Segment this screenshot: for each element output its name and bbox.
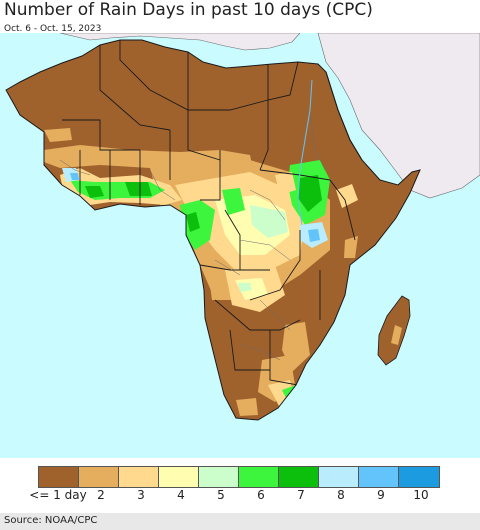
legend-label: 6 [257, 488, 265, 502]
legend-swatch [399, 467, 439, 487]
rain-days-map [0, 33, 480, 458]
legend-swatch [159, 467, 199, 487]
legend-swatch [319, 467, 359, 487]
legend-label: <= 1 day [29, 488, 87, 502]
legend-swatch [239, 467, 279, 487]
legend-label: 5 [217, 488, 225, 502]
legend-color-bar [38, 466, 440, 488]
legend-swatch [39, 467, 79, 487]
legend-swatch [79, 467, 119, 487]
footer: Source: NOAA/CPC [0, 513, 480, 530]
legend-label: 8 [337, 488, 345, 502]
legend-label: 3 [137, 488, 145, 502]
legend-swatch [279, 467, 319, 487]
legend: <= 1 day 2 3 4 5 6 7 8 9 10 [0, 458, 480, 513]
legend-label: 9 [377, 488, 385, 502]
legend-label: 4 [177, 488, 185, 502]
nile-river [297, 79, 313, 226]
legend-swatch [119, 467, 159, 487]
country-borders [62, 40, 356, 386]
map-date-range: Oct. 6 - Oct. 15, 2023 [4, 24, 102, 34]
arabian-peninsula [317, 33, 480, 199]
legend-label: 10 [413, 488, 429, 502]
legend-swatch [359, 467, 399, 487]
admin-borders [59, 109, 326, 361]
legend-swatch [199, 467, 239, 487]
southern-europe [59, 33, 301, 51]
legend-label: 2 [97, 488, 105, 502]
red-sea [325, 71, 363, 161]
map-title: Number of Rain Days in past 10 days (CPC… [4, 0, 373, 20]
legend-label: 7 [297, 488, 305, 502]
source-credit: Source: NOAA/CPC [4, 515, 98, 526]
